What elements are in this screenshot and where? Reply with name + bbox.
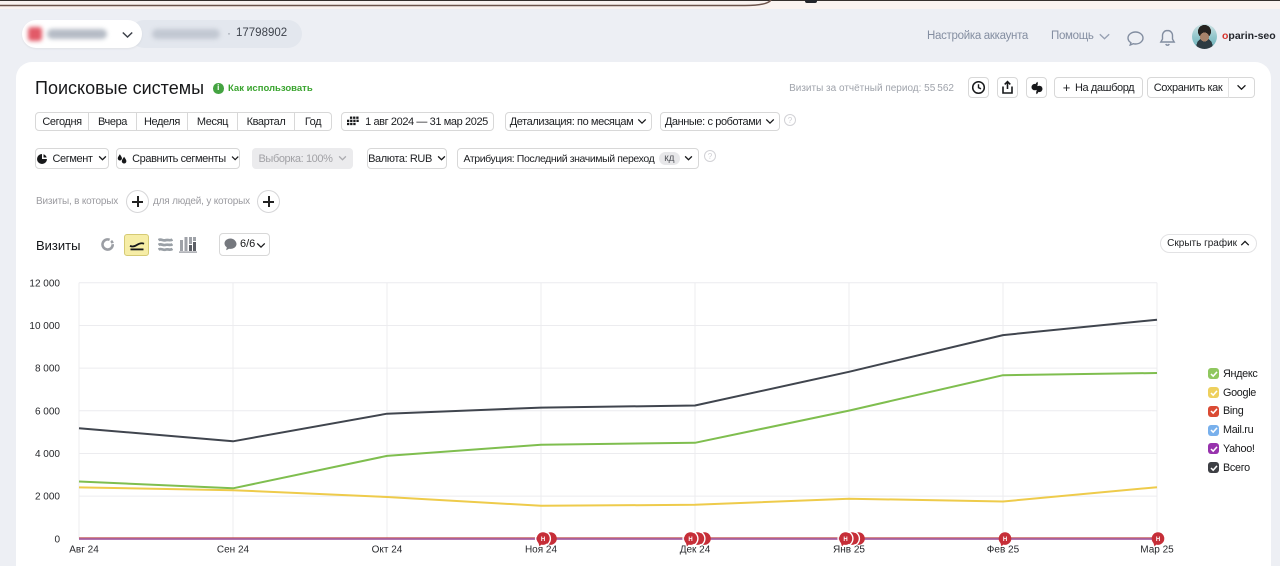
svg-text:Н: Н [1003,537,1007,543]
svg-text:0: 0 [54,534,60,545]
svg-text:6 000: 6 000 [35,406,60,417]
svg-text:Сен 24: Сен 24 [217,545,250,556]
svg-text:8 000: 8 000 [35,364,60,375]
svg-text:Окт 24: Окт 24 [372,545,403,556]
svg-text:Н: Н [688,537,692,543]
svg-text:Н: Н [1156,537,1160,543]
svg-text:2 000: 2 000 [35,492,60,503]
svg-text:Мар 25: Мар 25 [1140,545,1174,556]
svg-text:Авг 24: Авг 24 [69,545,99,556]
svg-text:Дек 24: Дек 24 [680,545,711,556]
svg-text:Н: Н [843,537,847,543]
svg-text:Фев 25: Фев 25 [987,545,1020,556]
svg-text:4 000: 4 000 [35,449,60,460]
svg-text:10 000: 10 000 [29,321,60,332]
svg-text:Янв 25: Янв 25 [833,545,865,556]
svg-text:Н: Н [541,537,545,543]
svg-text:12 000: 12 000 [29,278,60,289]
svg-text:Ноя 24: Ноя 24 [525,545,558,556]
